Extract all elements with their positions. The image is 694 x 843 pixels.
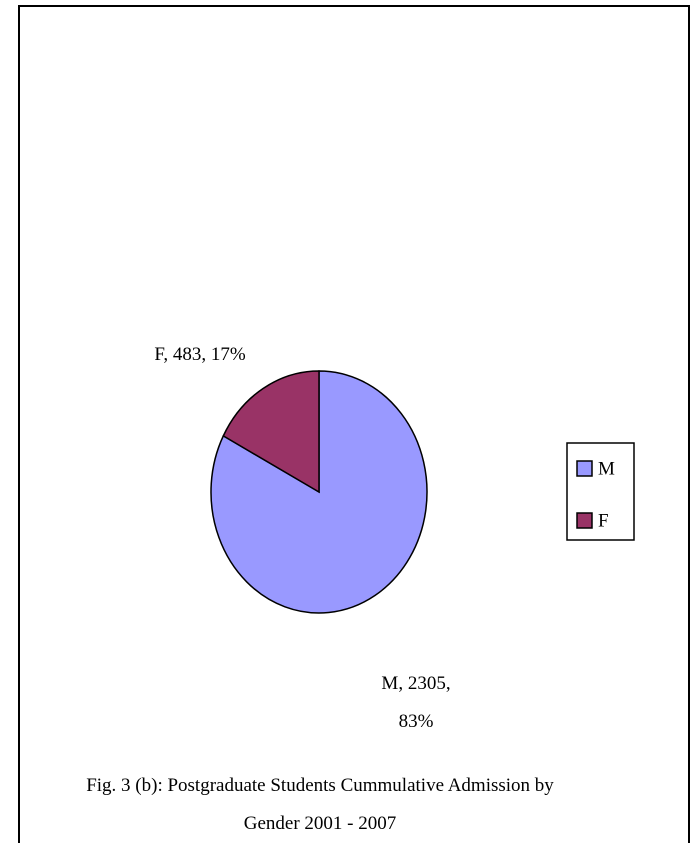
legend-label: M	[598, 458, 615, 479]
chart-title: Fig. 3 (b): Postgraduate Students Cummul…	[86, 775, 554, 834]
legend-swatch	[576, 512, 593, 529]
chart-frame	[18, 5, 690, 843]
pie-slice	[222, 370, 320, 494]
data-label: M, 2305, 83%	[381, 673, 451, 732]
legend-swatch	[576, 460, 593, 477]
data-label: F, 483, 17%	[154, 344, 246, 365]
legend-label: F	[598, 510, 609, 531]
